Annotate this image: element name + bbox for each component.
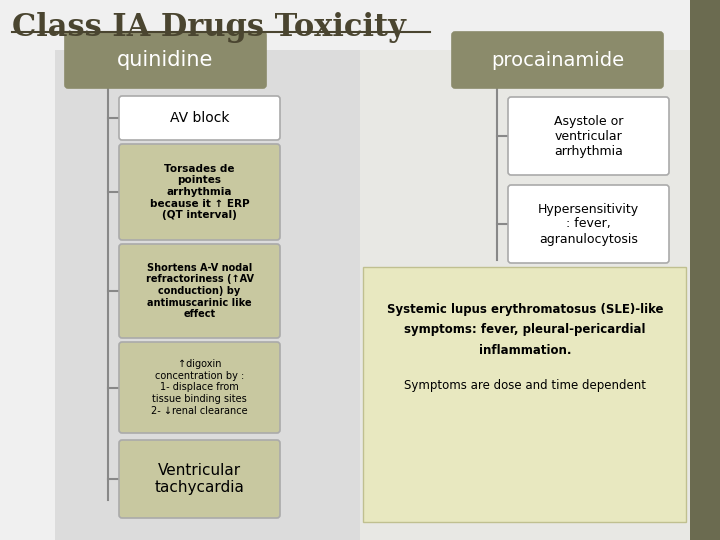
FancyBboxPatch shape [508, 185, 669, 263]
FancyBboxPatch shape [65, 32, 266, 88]
Text: inflammation.: inflammation. [479, 343, 571, 356]
Text: Symptoms are dose and time dependent: Symptoms are dose and time dependent [404, 379, 646, 392]
Text: AV block: AV block [170, 111, 229, 125]
Text: symptoms: fever, pleural-pericardial: symptoms: fever, pleural-pericardial [404, 323, 646, 336]
Text: Shortens A-V nodal
refractoriness (↑AV
conduction) by
antimuscarinic like
effect: Shortens A-V nodal refractoriness (↑AV c… [145, 263, 253, 319]
FancyBboxPatch shape [452, 32, 663, 88]
FancyBboxPatch shape [508, 97, 669, 175]
Text: Asystole or
ventricular
arrhythmia: Asystole or ventricular arrhythmia [554, 114, 624, 158]
Bar [690, 0, 720, 540]
FancyBboxPatch shape [119, 144, 280, 240]
Text: Systemic lupus erythromatosus (SLE)-like: Systemic lupus erythromatosus (SLE)-like [387, 303, 663, 316]
Text: ↑digoxin
concentration by :
1- displace from
tissue binding sites
2- ↓renal clea: ↑digoxin concentration by : 1- displace … [151, 359, 248, 416]
FancyBboxPatch shape [119, 440, 280, 518]
FancyBboxPatch shape [119, 96, 280, 140]
Text: Class IA Drugs Toxicity: Class IA Drugs Toxicity [12, 12, 406, 43]
FancyBboxPatch shape [119, 342, 280, 433]
Text: Hypersensitivity
: fever,
agranulocytosis: Hypersensitivity : fever, agranulocytosi… [538, 202, 639, 246]
Bar [363, 267, 686, 522]
Bar [55, 50, 360, 540]
Bar [360, 50, 690, 540]
Text: quinidine: quinidine [117, 50, 214, 70]
Text: Ventricular
tachycardia: Ventricular tachycardia [155, 463, 244, 495]
Text: Torsades de
pointes
arrhythmia
because it ↑ ERP
(QT interval): Torsades de pointes arrhythmia because i… [150, 164, 249, 220]
FancyBboxPatch shape [119, 244, 280, 338]
Text: procainamide: procainamide [491, 51, 624, 70]
